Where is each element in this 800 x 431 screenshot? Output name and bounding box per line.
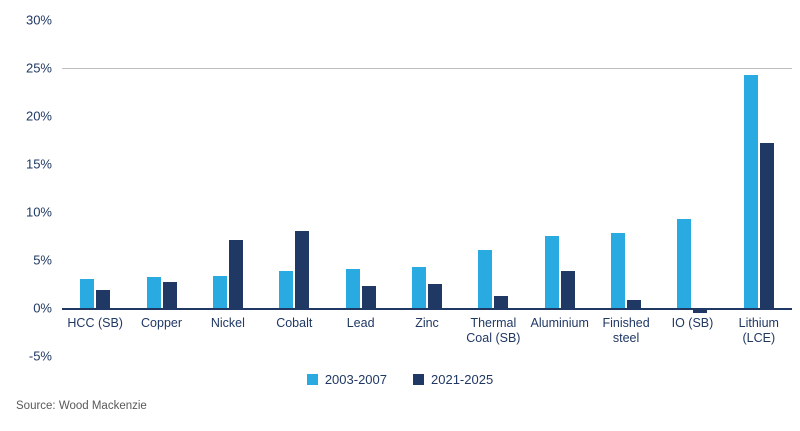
bar-2021-2025-Cobalt — [295, 230, 310, 308]
bar-2003-2007-Nickel — [212, 275, 227, 308]
bar-2003-2007-Finished steel — [611, 232, 626, 308]
x-axis-category-label: Cobalt — [276, 315, 313, 330]
legend: 2003-2007 2021-2025 — [0, 372, 800, 387]
y-axis-tick-label: 5% — [33, 252, 52, 268]
bar-2021-2025-Thermal Coal (SB) — [494, 296, 509, 308]
bar-2003-2007-Copper — [146, 276, 161, 308]
x-axis-category-label: Lead — [346, 315, 375, 330]
y-axis-tick-label: 25% — [25, 60, 52, 76]
x-axis-category-label: Aluminium — [530, 315, 589, 330]
bar-2021-2025-Lithium (LCE) — [759, 143, 774, 308]
bar-2021-2025-Nickel — [228, 240, 243, 308]
y-axis-tick-label: 0% — [33, 300, 52, 316]
legend-label: 2003-2007 — [324, 372, 387, 387]
legend-swatch-dark-navy — [413, 374, 424, 385]
bar-2021-2025-Copper — [162, 281, 177, 308]
bar-2003-2007-Aluminium — [544, 235, 559, 308]
x-axis-category-label: Copper — [141, 315, 183, 330]
bar-2021-2025-Zinc — [428, 283, 442, 308]
y-axis-tick-label: 30% — [25, 12, 52, 28]
x-axis-category-label: Lithium (LCE) — [738, 315, 779, 346]
legend-swatch-light-blue — [306, 374, 318, 385]
bar-2021-2025-HCC (SB) — [96, 290, 111, 308]
x-axis-category-label: Thermal Coal (SB) — [466, 315, 521, 346]
bar-2003-2007-IO (SB) — [677, 219, 692, 308]
bar-2003-2007-Lithium (LCE) — [743, 75, 758, 308]
gridline-25pct — [62, 67, 792, 69]
bar-2003-2007-Thermal Coal (SB) — [478, 250, 493, 308]
bar-2003-2007-Zinc — [412, 267, 426, 308]
bar-2003-2007-Cobalt — [279, 271, 294, 308]
y-axis-tick-label: 10% — [25, 204, 52, 220]
x-axis-category-label: Finished steel — [602, 315, 650, 346]
x-axis-category-label: IO (SB) — [671, 315, 714, 330]
source-attribution: Source: Wood Mackenzie — [16, 400, 147, 412]
x-axis-category-label: Nickel — [210, 315, 245, 330]
x-axis-category-label: Zinc — [415, 315, 439, 330]
bar-2021-2025-IO (SB) — [693, 309, 708, 314]
legend-item-2021-2025: 2021-2025 — [413, 372, 493, 387]
legend-item-2003-2007: 2003-2007 — [306, 372, 387, 387]
x-axis-category-label: HCC (SB) — [67, 315, 123, 330]
bar-2003-2007-HCC (SB) — [80, 278, 95, 308]
legend-label: 2021-2025 — [431, 372, 494, 387]
bar-2021-2025-Lead — [361, 285, 376, 308]
x-axis-baseline — [62, 307, 792, 310]
bar-2003-2007-Lead — [345, 269, 360, 308]
bar-2021-2025-Aluminium — [560, 271, 575, 308]
y-axis-tick-label: -5% — [28, 348, 52, 364]
y-axis-tick-label: 15% — [25, 156, 52, 172]
bar-2021-2025-Finished steel — [627, 299, 642, 308]
y-axis-tick-label: 20% — [25, 108, 52, 124]
